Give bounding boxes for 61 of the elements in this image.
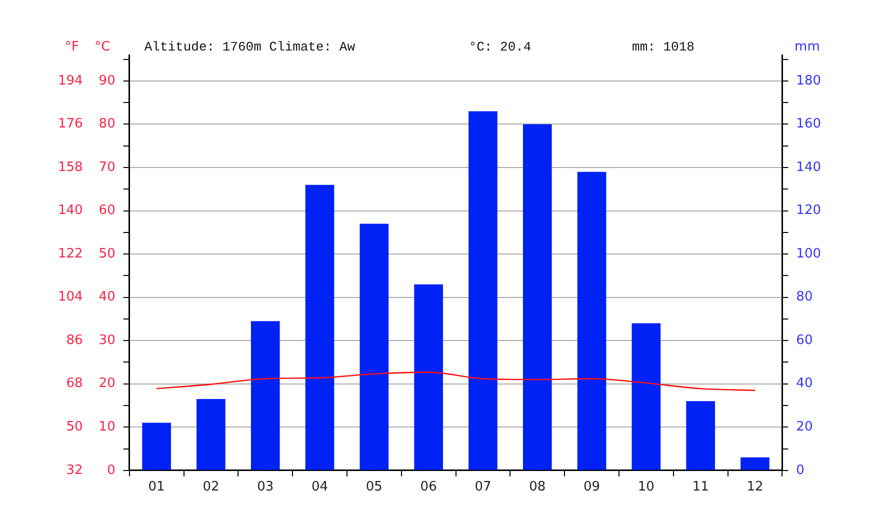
- y2-tick-label: 40: [796, 376, 813, 392]
- y3-axis-title: °F: [65, 39, 79, 54]
- bar: [142, 422, 171, 470]
- bar: [522, 124, 552, 470]
- bar: [577, 172, 606, 470]
- y-tick-label: 30: [98, 332, 116, 348]
- bar: [632, 323, 661, 470]
- chart-title: Altitude: 1760m Climate: Aw: [144, 39, 356, 54]
- y2-tick-label: 0: [796, 462, 804, 478]
- y2-tick-label: 60: [796, 332, 813, 348]
- y2-tick-label: 160: [796, 116, 822, 132]
- y3-tick-label: 68: [66, 376, 83, 392]
- text: °C: 20.4: [468, 39, 532, 54]
- y-tick-label: 70: [98, 160, 116, 175]
- y2-tick-label: 180: [796, 73, 822, 88]
- bar: [686, 401, 715, 470]
- y3-tick-label: 176: [58, 116, 83, 132]
- x-tick-label: 05: [366, 480, 382, 495]
- y3-tick-label: 194: [58, 73, 83, 88]
- x-tick-label: 06: [420, 480, 437, 495]
- y2-tick-label: 80: [796, 290, 813, 305]
- x-tick-label: 09: [584, 480, 600, 495]
- x-tick-label: 02: [202, 480, 220, 495]
- y3-tick-label: 32: [66, 462, 83, 478]
- y3-tick-label: 122: [58, 246, 83, 262]
- y2-axis-title: mm: [794, 39, 820, 54]
- y-tick-label: 90: [98, 73, 116, 88]
- x-tick-label: 03: [257, 480, 274, 495]
- x-tick-label: 04: [311, 480, 328, 495]
- y3-tick-label: 86: [66, 332, 83, 348]
- bar: [360, 224, 389, 470]
- text: mm: 1018: [632, 39, 694, 54]
- y-tick-label: 20: [98, 376, 116, 392]
- y-tick-label: 50: [98, 246, 116, 262]
- bar: [740, 457, 770, 470]
- y3-tick-label: 50: [66, 420, 83, 435]
- bar: [305, 184, 334, 470]
- x-tick-label: 12: [746, 480, 764, 495]
- y3-tick-label: 158: [58, 160, 83, 175]
- bar: [414, 284, 443, 470]
- y2-tick-label: 100: [796, 246, 822, 262]
- x-tick-label: 01: [148, 480, 165, 495]
- line-series: [156, 372, 756, 391]
- y-axis-title: °C: [94, 39, 110, 54]
- y-tick-label: 0: [107, 462, 116, 478]
- bar: [196, 399, 226, 470]
- y-tick-label: 10: [98, 420, 116, 435]
- y2-tick-label: 20: [796, 420, 813, 435]
- x-tick-label: 10: [638, 480, 654, 495]
- x-tick-label: 07: [474, 480, 492, 495]
- y2-tick-label: 140: [796, 160, 822, 175]
- y-tick-label: 60: [98, 203, 116, 218]
- y-tick-label: 80: [98, 116, 116, 132]
- bar: [468, 111, 498, 470]
- y3-tick-label: 104: [58, 290, 83, 305]
- x-tick-label: 11: [692, 480, 709, 495]
- x-tick-label: 08: [529, 480, 546, 495]
- y2-tick-label: 120: [796, 203, 822, 218]
- y3-tick-label: 140: [58, 203, 83, 218]
- y-tick-label: 40: [98, 290, 116, 305]
- bar: [250, 321, 280, 470]
